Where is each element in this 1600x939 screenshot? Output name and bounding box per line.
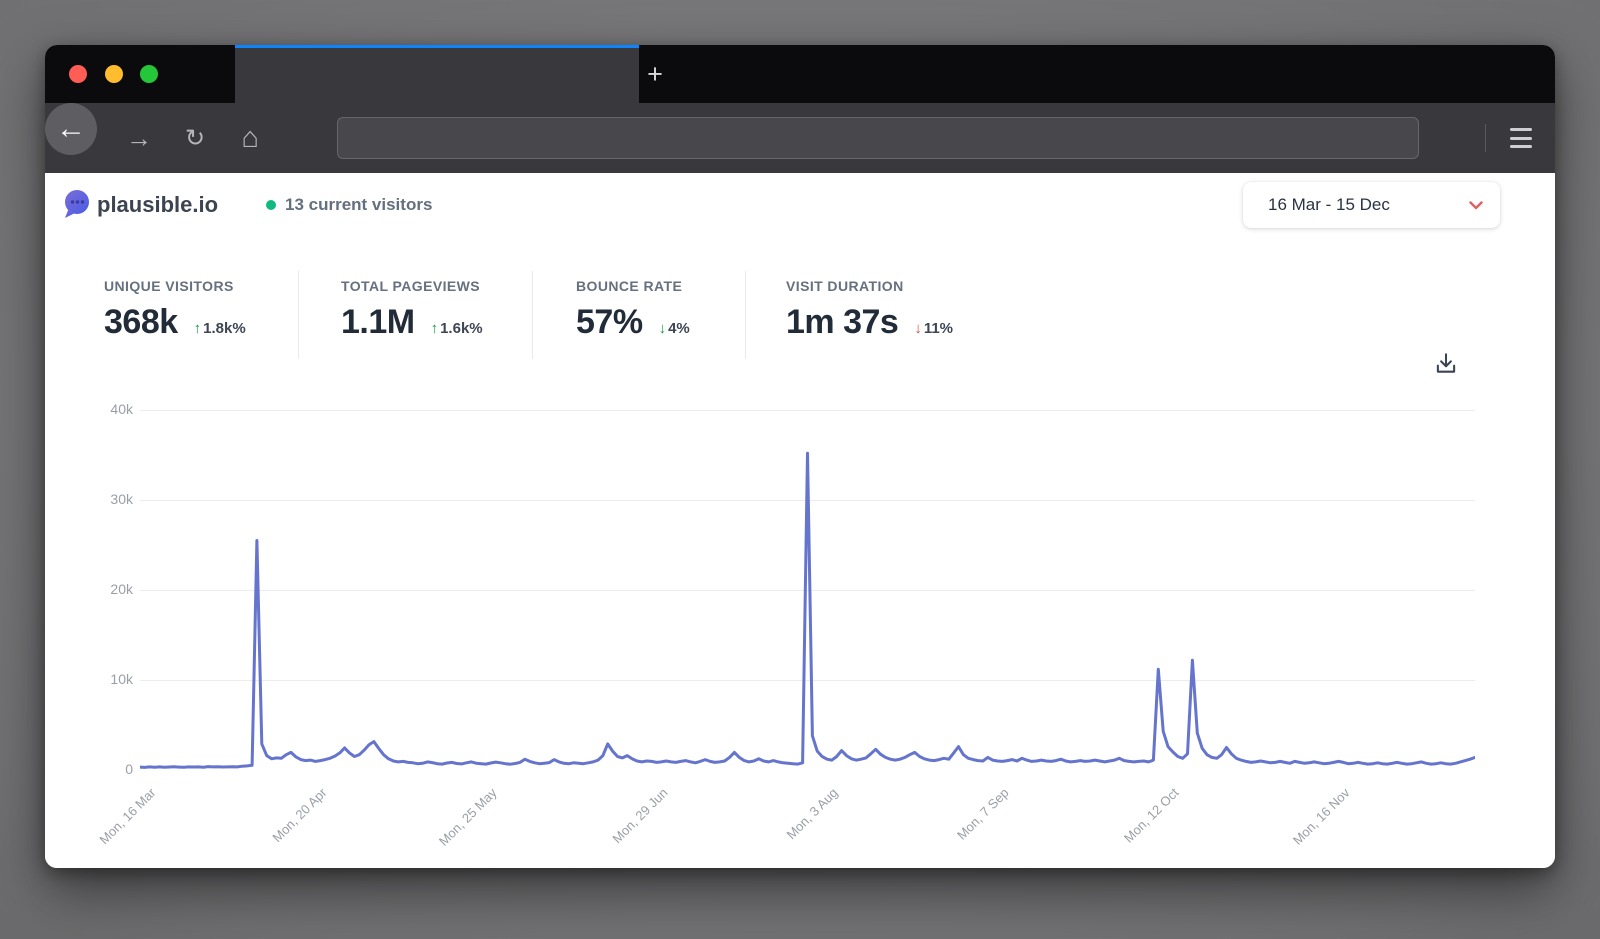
home-button[interactable]: ⌂: [228, 103, 272, 173]
stat-divider: [745, 271, 746, 359]
back-arrow-icon: ←: [56, 112, 86, 145]
hamburger-icon: [1510, 128, 1532, 131]
stat-bounce-rate: BOUNCE RATE 57% ↓ 4%: [576, 278, 690, 342]
stat-value: 57%: [576, 303, 643, 341]
stat-change: ↓ 4%: [658, 320, 690, 337]
visitors-line-chart[interactable]: [140, 410, 1475, 770]
browser-tab-active[interactable]: [235, 45, 639, 103]
stat-value: 1.1M: [341, 303, 415, 341]
stat-label: BOUNCE RATE: [576, 278, 683, 294]
minimize-window-button[interactable]: [105, 65, 123, 83]
stat-unique-visitors: UNIQUE VISITORS 368k ↑ 1.8k%: [104, 278, 246, 342]
chevron-down-icon: [1469, 200, 1483, 209]
down-arrow-icon: ↓: [658, 320, 667, 337]
current-visitors-label: 13 current visitors: [285, 195, 433, 214]
stat-divider: [532, 271, 533, 359]
date-range-value: 16 Mar - 15 Dec: [1268, 195, 1390, 214]
browser-window: + ← → ↻ ⌂ plausible.io 13 current visito…: [45, 45, 1555, 868]
reload-button[interactable]: ↻: [173, 103, 217, 173]
maximize-window-button[interactable]: [140, 65, 158, 83]
stat-label: VISIT DURATION: [786, 278, 904, 294]
dashboard-page: plausible.io 13 current visitors 16 Mar …: [45, 173, 1555, 868]
current-visitors[interactable]: 13 current visitors: [266, 190, 432, 220]
y-axis-tick-label: 30k: [110, 491, 133, 507]
stat-value: 1m 37s: [786, 303, 899, 341]
stat-change: ↑ 1.6k%: [430, 320, 483, 337]
home-icon: ⌂: [241, 121, 259, 154]
x-axis-tick-label: Mon, 25 May: [435, 785, 500, 849]
back-button[interactable]: ←: [45, 103, 97, 155]
forward-button[interactable]: →: [117, 103, 161, 173]
reload-icon: ↻: [184, 124, 206, 152]
menu-button[interactable]: [1503, 127, 1539, 149]
x-axis-tick-label: Mon, 16 Nov: [1289, 785, 1353, 848]
up-arrow-icon: ↑: [193, 320, 202, 337]
site-name[interactable]: plausible.io: [97, 192, 219, 217]
toolbar-divider: [1485, 124, 1486, 152]
y-axis-tick-label: 20k: [110, 581, 133, 597]
x-axis-tick-label: Mon, 16 Mar: [96, 785, 159, 848]
x-axis-tick-label: Mon, 29 Jun: [608, 785, 671, 847]
forward-arrow-icon: →: [126, 122, 152, 153]
navigation-toolbar: ← → ↻ ⌂: [45, 103, 1555, 173]
tab-bar: +: [45, 45, 1555, 103]
stat-total-pageviews: TOTAL PAGEVIEWS 1.1M ↑ 1.6k%: [341, 278, 483, 342]
stat-value: 368k: [104, 303, 178, 341]
download-chart-button[interactable]: [1433, 350, 1459, 376]
x-axis-tick-label: Mon, 12 Oct: [1121, 785, 1182, 846]
y-axis-tick-label: 40k: [110, 401, 133, 417]
live-dot-icon: [266, 200, 276, 210]
stat-label: UNIQUE VISITORS: [104, 278, 234, 294]
date-range-selector[interactable]: 16 Mar - 15 Dec: [1243, 182, 1500, 228]
new-tab-button[interactable]: +: [647, 58, 663, 89]
x-axis-tick-label: Mon, 7 Sep: [953, 785, 1012, 843]
url-address-bar[interactable]: [337, 117, 1419, 159]
stat-label: TOTAL PAGEVIEWS: [341, 278, 481, 294]
close-window-button[interactable]: [69, 65, 87, 83]
x-axis-tick-label: Mon, 3 Aug: [783, 785, 841, 843]
stat-change: ↓ 11%: [914, 320, 954, 337]
y-axis-tick-label: 0: [125, 761, 133, 777]
down-arrow-icon: ↓: [914, 320, 922, 337]
plausible-logo-icon: [65, 190, 89, 218]
stat-divider: [298, 271, 299, 359]
y-axis-tick-label: 10k: [110, 671, 133, 687]
up-arrow-icon: ↑: [430, 320, 439, 337]
download-icon: [1436, 353, 1456, 373]
x-axis-tick-label: Mon, 20 Apr: [268, 785, 330, 846]
stat-visit-duration: VISIT DURATION 1m 37s ↓ 11%: [786, 278, 953, 342]
stat-change: ↑ 1.8k%: [193, 320, 246, 337]
